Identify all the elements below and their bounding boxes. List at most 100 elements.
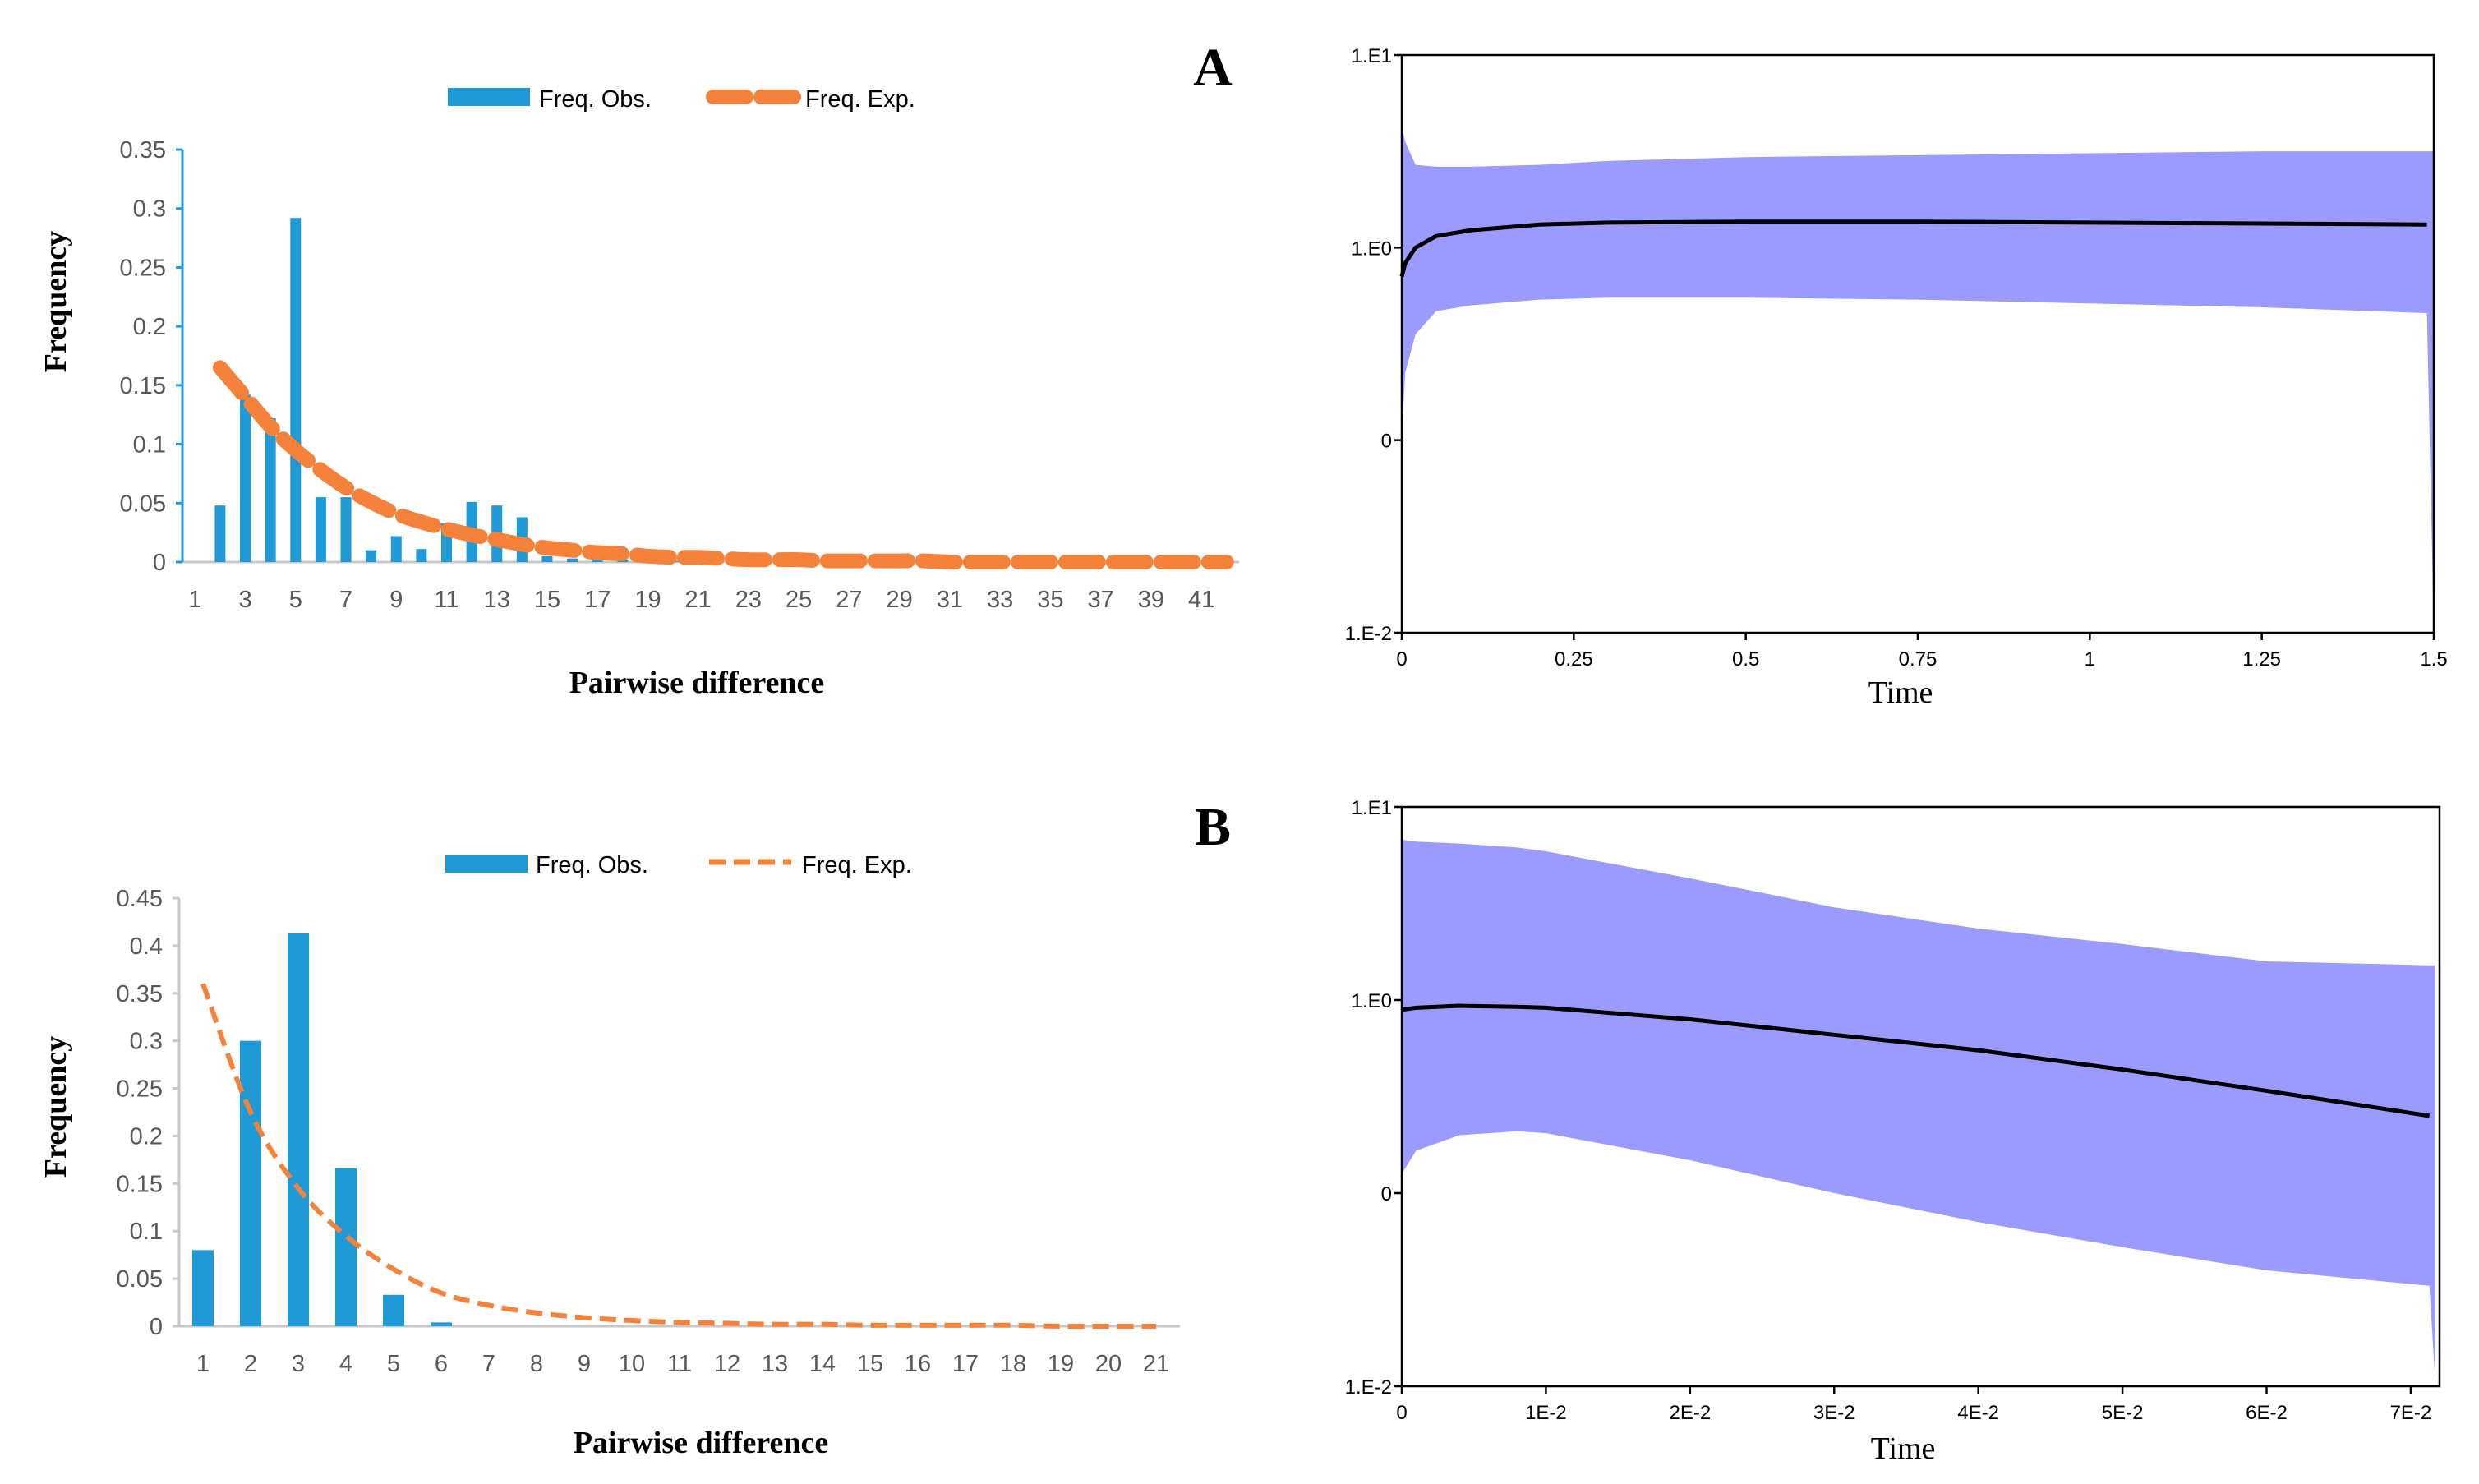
bar-obs-1	[192, 1250, 214, 1326]
x-tick-label: 23	[735, 587, 762, 613]
x-tick-label: 1.25	[2242, 648, 2281, 671]
y-tick-label: 0.15	[117, 1171, 163, 1197]
x-tick-label: 5	[387, 1351, 400, 1377]
bar-obs-16	[567, 558, 578, 562]
legend-obs-swatch-b	[445, 855, 528, 873]
bar-obs-6	[315, 497, 326, 562]
y-tick-label: 1.E0	[1352, 237, 1392, 260]
panel-label-b: B	[1195, 797, 1231, 857]
y-tick-label: 0.4	[130, 933, 163, 960]
x-tick-label: 15	[857, 1351, 883, 1377]
x-tick-label: 0.5	[1732, 648, 1759, 671]
x-tick-label: 8	[530, 1351, 543, 1377]
plot-frame-a	[1400, 53, 2435, 634]
y-tick-label: 1.E-2	[1345, 1376, 1392, 1399]
x-tick-label: 15	[534, 587, 560, 613]
x-tick-label: 2E-2	[1669, 1402, 1711, 1424]
x-tick-label: 12	[714, 1351, 740, 1377]
bar-obs-10	[416, 549, 427, 562]
x-tick-label: 3	[292, 1351, 305, 1377]
skyline-plot-b: 1.E-201.E01.E10 1E-2 2E-2 3E-2 4E-2 5E-2 6E-2 7…	[1345, 797, 2441, 1466]
x-tick-label: 20	[1095, 1351, 1122, 1377]
x-tick-label: 13	[484, 587, 510, 613]
x-tick-label: 37	[1087, 587, 1113, 613]
x-tick-label: 17	[952, 1351, 979, 1377]
y-tick-label: 1.E0	[1352, 990, 1392, 1012]
bar-obs-3	[240, 394, 251, 562]
x-tick-label: 33	[987, 587, 1013, 613]
panel-label-a: A	[1193, 38, 1233, 98]
y-tick-label: 1.E-2	[1345, 623, 1392, 645]
y-tick-label: 0	[1381, 1183, 1392, 1205]
x-tick-label: 2	[244, 1351, 257, 1377]
x-axis-title-a: Pairwise difference	[569, 666, 825, 700]
y-tick-label: 0.35	[120, 137, 166, 164]
y-tick-label: 1.E1	[1352, 45, 1392, 67]
bar-obs-5	[290, 218, 302, 562]
y-tick-label: 1.E1	[1352, 797, 1392, 819]
x-tick-label: 21	[685, 587, 712, 613]
x-tick-label: 1	[188, 587, 201, 613]
x-tick-label: 14	[809, 1351, 836, 1377]
x-tick-label: 7	[482, 1351, 495, 1377]
x-tick-label: 11	[434, 587, 458, 613]
hpd-band-b	[1402, 839, 2435, 1383]
legend-obs-swatch-a	[448, 88, 530, 106]
legend-a: Freq. Obs. Freq. Exp.	[448, 86, 915, 113]
x-tick-label: 9	[578, 1351, 591, 1377]
legend-obs-label-a: Freq. Obs.	[539, 86, 652, 113]
y-tick-label: 0	[150, 1314, 163, 1340]
bar-obs-15	[541, 555, 553, 562]
y-tick-label: 0.45	[117, 886, 163, 912]
y-tick-label: 0	[153, 550, 166, 576]
plot-frame-b	[1400, 805, 2441, 1388]
bar-obs-5	[383, 1294, 404, 1326]
bar-obs-2	[240, 1040, 261, 1326]
legend-b: Freq. Obs. Freq. Exp.	[445, 852, 912, 878]
x-tick-label: 5	[289, 587, 302, 613]
time-axis-title-a: Time	[1868, 675, 1933, 710]
x-tick-label: 3	[238, 587, 251, 613]
x-tick-label: 0.75	[1899, 648, 1938, 671]
x-tick-label: 0	[1396, 1402, 1407, 1424]
bar-obs-7	[340, 497, 352, 562]
hpd-band-a	[1402, 126, 2434, 633]
x-tick-label: 5E-2	[2102, 1402, 2144, 1424]
y-tick-label: 0.05	[120, 491, 166, 517]
bar-obs-8	[366, 550, 377, 562]
y-tick-label: 0.1	[130, 1219, 163, 1245]
y-tick-label: 0.1	[133, 432, 166, 459]
x-tick-label: 6	[435, 1351, 448, 1377]
x-tick-label: 41	[1188, 587, 1214, 613]
x-tick-label: 17	[584, 587, 611, 613]
bar-obs-3	[288, 933, 309, 1326]
y-tick-label: 0.05	[117, 1266, 163, 1293]
x-tick-label: 39	[1138, 587, 1164, 613]
x-tick-label: 29	[887, 587, 913, 613]
x-axis-title-b: Pairwise difference	[574, 1426, 829, 1460]
legend-obs-label-b: Freq. Obs.	[536, 852, 648, 878]
x-tick-label: 19	[1048, 1351, 1074, 1377]
bar-obs-2	[214, 505, 226, 562]
x-tick-label: 4	[339, 1351, 352, 1377]
x-tick-label: 18	[1000, 1351, 1026, 1377]
x-tick-label: 11	[667, 1351, 692, 1377]
y-tick-label: 0.2	[133, 314, 166, 340]
x-tick-label: 19	[634, 587, 661, 613]
x-tick-label: 1E-2	[1525, 1402, 1567, 1424]
bar-obs-9	[390, 536, 402, 562]
time-axis-title-b: Time	[1871, 1431, 1936, 1466]
x-tick-label: 3E-2	[1813, 1402, 1855, 1424]
x-tick-label: 25	[786, 587, 812, 613]
median-line-b	[1401, 1003, 2431, 1118]
y-tick-label: 0.15	[120, 373, 166, 399]
y-tick-label: 0.25	[117, 1076, 163, 1103]
x-tick-label: 9	[389, 587, 403, 613]
x-tick-label: 1.5	[2420, 648, 2447, 671]
bar-obs-4	[335, 1168, 357, 1326]
skyline-plot-a: 1.E-201.E01.E10 0.25 0.5 0.75 1 1.25 1.5 Time	[1345, 45, 2448, 710]
x-tick-label: 1	[196, 1351, 210, 1377]
median-line-a	[1399, 219, 2427, 278]
mismatch-chart-a: Freq. Obs. Freq. Exp. Frequency Pairwise…	[39, 86, 1239, 700]
